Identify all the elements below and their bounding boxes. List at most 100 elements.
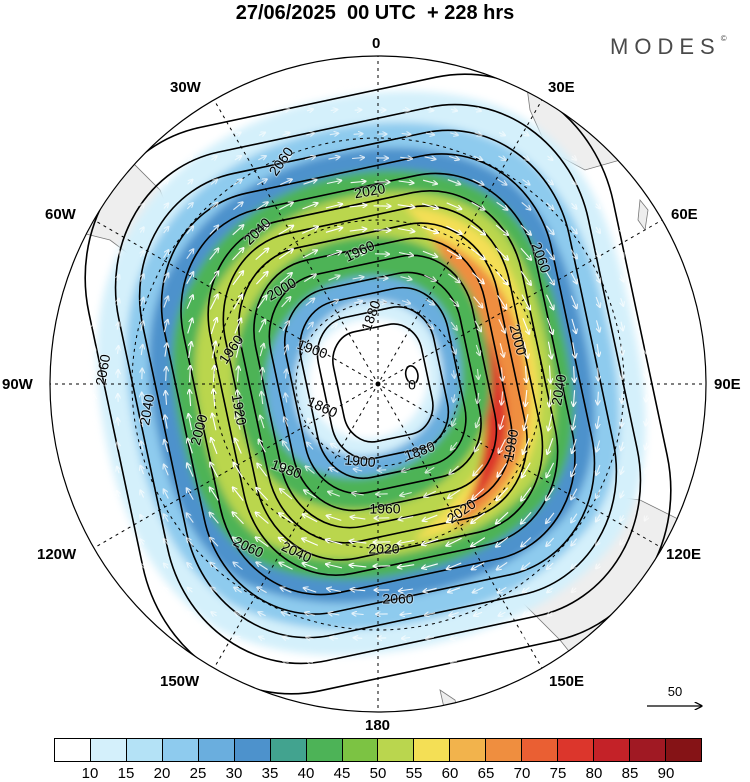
wind-arrow [400, 493, 412, 496]
wind-arrow [449, 156, 459, 159]
wind-arrow [422, 563, 438, 568]
wind-arrow [281, 588, 292, 593]
contour-line [283, 271, 482, 495]
wind-arrow [306, 323, 313, 330]
wind-arrow [570, 226, 577, 234]
wind-arrow [596, 464, 601, 475]
wind-arrow [186, 203, 192, 210]
wind-arrow [520, 270, 531, 285]
contour-line [268, 254, 498, 512]
wind-arrow [451, 637, 458, 639]
wind-arrow [303, 180, 317, 185]
wind-arrow [257, 464, 268, 477]
wind-arrow [233, 295, 243, 310]
wind-arrow [572, 563, 577, 568]
wind-arrow [256, 537, 269, 548]
wind-arrow [401, 134, 411, 135]
wind-arrow [210, 203, 217, 210]
longitude-label-60e: 60E [671, 206, 698, 223]
wind-arrow [256, 562, 268, 571]
wind-arrow [450, 133, 457, 135]
wind-arrow [470, 248, 484, 259]
contour-line [253, 237, 513, 529]
wind-arrow [164, 490, 169, 499]
colorbar-swatch [90, 739, 127, 761]
wind-arrow [279, 563, 293, 570]
wind-arrow [304, 588, 317, 593]
wind-arrow [423, 514, 438, 521]
wind-arrow [596, 489, 601, 498]
wind-arrow [94, 347, 95, 354]
wind-arrow [303, 514, 318, 523]
wind-arrow [621, 417, 622, 427]
wind-arrow [281, 156, 291, 160]
wind-arrow [500, 415, 505, 428]
wind-arrow [570, 295, 576, 309]
wind-arrow [283, 637, 290, 639]
wind-arrow [211, 563, 218, 570]
wind-arrow [423, 587, 437, 591]
wind-arrow [330, 468, 339, 473]
wind-arrow [397, 205, 415, 208]
wind-arrow [188, 588, 193, 592]
longitude-label-120e: 120E [666, 546, 702, 563]
colorbar-swatch [486, 739, 523, 761]
wind-arrow [422, 250, 437, 257]
wind-arrow [94, 419, 95, 426]
wind-arrow [235, 439, 242, 454]
wind-arrow [521, 487, 532, 500]
wind-arrow [305, 613, 315, 616]
wind-arrow [621, 274, 624, 282]
wind-arrow [520, 247, 531, 260]
wind-arrow [476, 416, 481, 427]
wind-arrow [522, 178, 530, 184]
colorbar-swatch [594, 739, 630, 761]
wind-arrow [280, 489, 293, 500]
wind-arrow [281, 297, 291, 308]
wind-arrow [447, 179, 460, 185]
wind-arrow [597, 415, 599, 428]
wind-arrow [351, 589, 366, 590]
wind-arrow [307, 443, 314, 450]
wind-arrow [117, 515, 120, 521]
wind-arrow [235, 637, 241, 640]
colorbar-swatch [378, 739, 415, 761]
wind-arrow [141, 298, 144, 307]
wind-arrow [237, 390, 239, 406]
wind-arrow [621, 490, 624, 498]
wind-arrow [232, 248, 244, 261]
wind-arrow [397, 227, 414, 232]
wind-arrow [400, 157, 412, 158]
wind-arrow [522, 156, 529, 160]
latitude-circle-2 [213, 219, 543, 549]
wind-arrow [526, 365, 527, 382]
wind-arrow [233, 537, 244, 548]
contour-line [84, 73, 672, 695]
wind-arrow [475, 661, 481, 663]
wind-arrow [546, 537, 555, 546]
wind-arrow [258, 320, 265, 333]
hemisphere-boundary [49, 55, 707, 713]
wind-arrow [645, 442, 647, 450]
wind-arrow [545, 248, 554, 260]
wind-arrow [495, 247, 508, 260]
wind-arrow [571, 202, 577, 209]
contour-line [114, 103, 642, 665]
wind-arrow [523, 587, 530, 593]
wind-arrow [211, 156, 216, 160]
contour-label: 1900 [344, 451, 377, 470]
wind-arrow [646, 418, 647, 426]
wind-arrow [281, 465, 292, 476]
wind-arrow [209, 295, 217, 310]
wind-arrow [164, 440, 169, 453]
wind-arrow [210, 513, 219, 524]
wind-arrow [163, 250, 169, 259]
wind-arrow [546, 202, 554, 209]
wind-arrow [475, 440, 482, 452]
longitude-label-180: 180 [365, 717, 391, 734]
wind-arrow [259, 637, 266, 640]
wind-arrow [329, 613, 340, 615]
wind-arrow [446, 537, 462, 545]
geopotential-contours [84, 73, 672, 695]
wind-arrow [595, 296, 600, 307]
